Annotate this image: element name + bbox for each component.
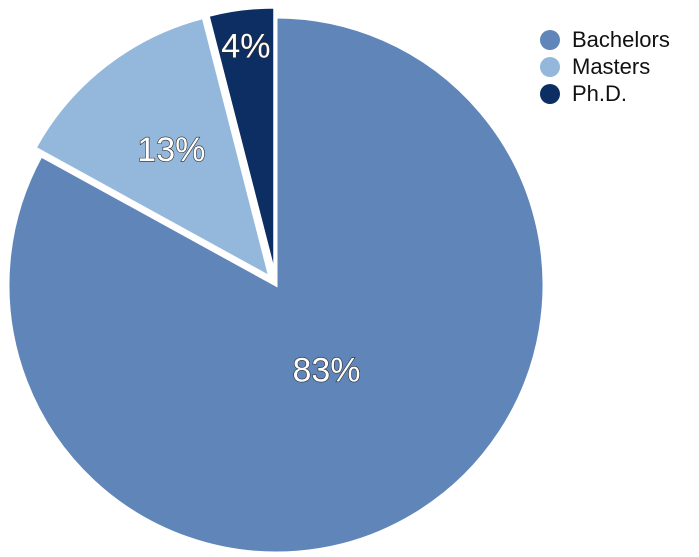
- pie-value-label-masters: 13%: [137, 131, 205, 169]
- legend-label-masters: Masters: [572, 53, 651, 79]
- pie-value-labels: 83% 13% 4%: [137, 27, 361, 390]
- legend-swatch-phd: [540, 83, 560, 104]
- legend-item-phd[interactable]: Ph.D.: [540, 80, 670, 107]
- pie-slice-masters[interactable]: [32, 15, 273, 281]
- legend-item-masters[interactable]: Masters: [540, 53, 670, 80]
- chart-legend: Bachelors Masters Ph.D.: [540, 26, 670, 107]
- legend-swatch-masters: [540, 56, 560, 77]
- pie-slice-ph-d[interactable]: [206, 5, 277, 276]
- pie-value-label-bachelors: 83%: [292, 351, 360, 389]
- legend-item-bachelors[interactable]: Bachelors: [540, 26, 670, 53]
- legend-label-bachelors: Bachelors: [572, 26, 670, 52]
- pie-slices: [6, 5, 546, 555]
- legend-label-phd: Ph.D.: [572, 80, 628, 106]
- legend-swatch-bachelors: [540, 29, 560, 50]
- pie-value-label-ph-d: 4%: [221, 27, 270, 65]
- pie-slice-bachelors[interactable]: [6, 15, 546, 555]
